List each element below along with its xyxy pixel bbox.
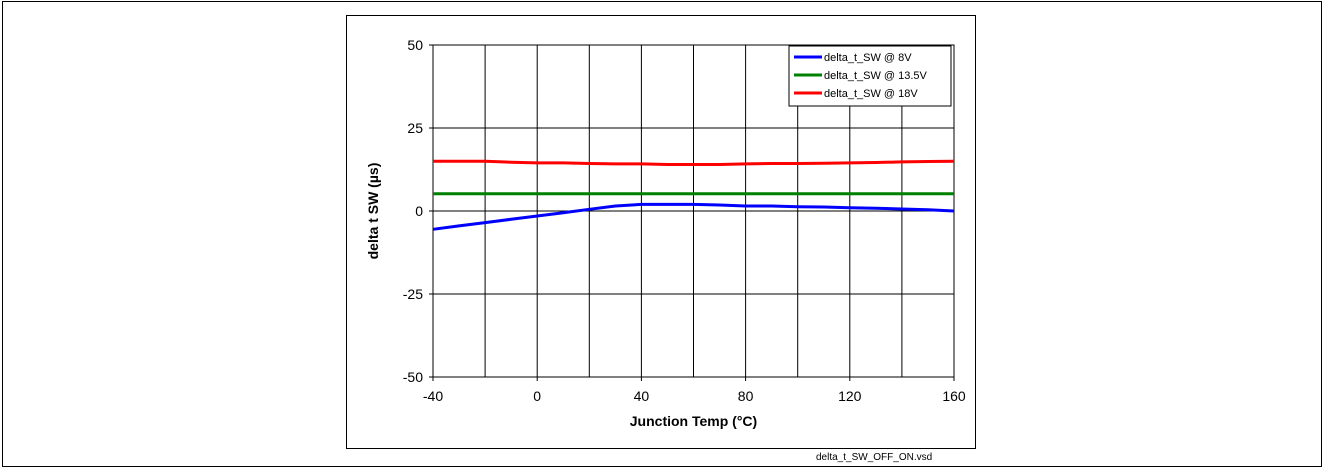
x-tick-label: 120: [838, 388, 862, 404]
y-axis-title: delta t SW (µs): [365, 163, 381, 260]
series-line-1: [432, 202, 955, 231]
file-name-label: delta_t_SW_OFF_ON.vsd: [816, 452, 933, 463]
line-chart: -50 -25 0 25 50 -40 0 40 80 120 160 Junction Temp (…: [365, 37, 966, 429]
legend-entry: delta_t_SW @ 8V: [824, 52, 912, 64]
x-tick-label: 80: [738, 388, 754, 404]
y-tick-label: 0: [415, 203, 423, 219]
y-tick-label: 25: [407, 120, 423, 136]
legend-entry: delta_t_SW @ 13.5V: [824, 70, 928, 82]
x-axis-title: Junction Temp (°C): [630, 413, 757, 429]
x-tick-label: 0: [533, 388, 541, 404]
y-tick-label: 50: [407, 37, 423, 53]
x-tick-label: -40: [423, 388, 443, 404]
chart-container: -50 -25 0 25 50 -40 0 40 80 120 160 Junction Temp (…: [346, 15, 976, 449]
legend-entry: delta_t_SW @ 18V: [824, 88, 918, 100]
x-tick-label: 160: [942, 388, 966, 404]
x-tick-label: 40: [634, 388, 650, 404]
series-line-3: [433, 159, 955, 166]
y-tick-label: -50: [403, 369, 423, 385]
y-tick-label: -25: [403, 286, 423, 302]
